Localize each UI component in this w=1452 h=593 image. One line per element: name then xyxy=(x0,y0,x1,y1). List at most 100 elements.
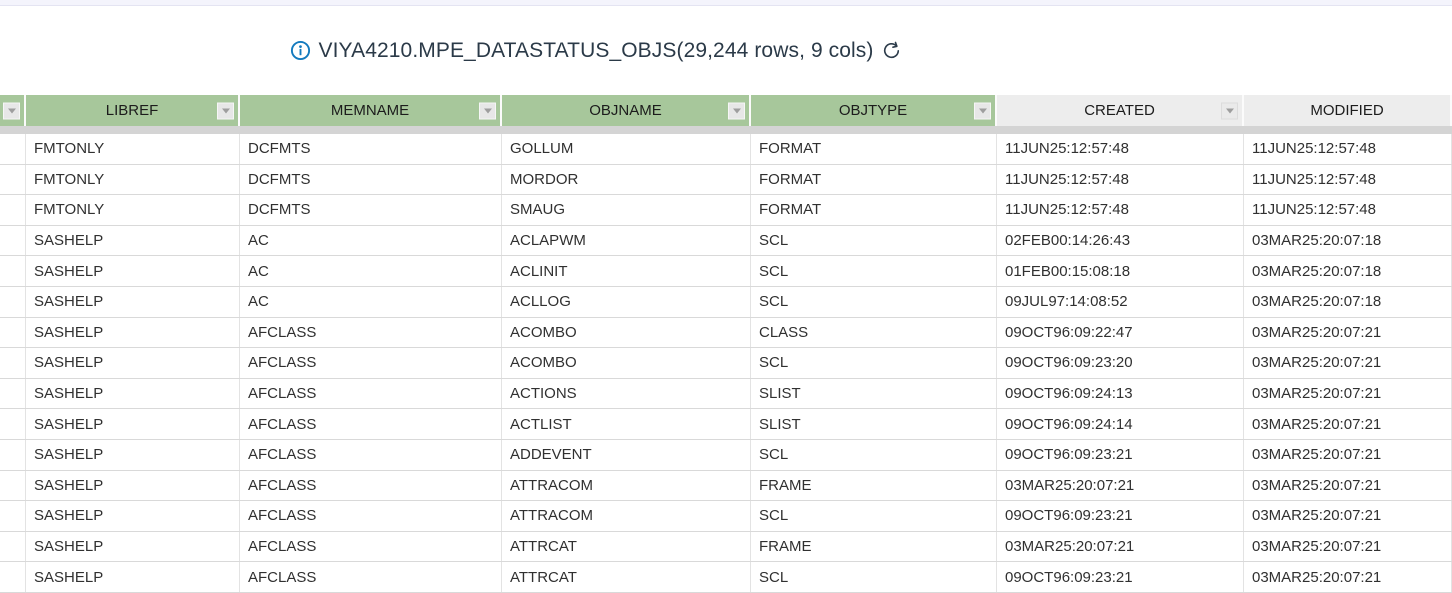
chevron-down-icon xyxy=(221,108,230,113)
column-header-LIBREF[interactable]: LIBREF xyxy=(26,95,240,126)
cell-OBJTYPE: FRAME xyxy=(751,470,997,501)
cell-MODIFIED: 03MAR25:20:07:21 xyxy=(1244,439,1452,470)
cell-OBJTYPE: SCL xyxy=(751,225,997,256)
refresh-icon[interactable] xyxy=(881,40,902,61)
cell-OBJTYPE: SCL xyxy=(751,256,997,286)
filter-button-OBJNAME[interactable] xyxy=(728,102,745,119)
cell-MEMNAME: AFCLASS xyxy=(240,501,502,531)
cell-LIBREF: SASHELP xyxy=(26,317,240,348)
cell-edge xyxy=(0,439,26,470)
cell-MODIFIED: 03MAR25:20:07:21 xyxy=(1244,317,1452,348)
cell-edge xyxy=(0,225,26,256)
cell-OBJNAME: ATTRACOM xyxy=(502,470,751,501)
cell-edge xyxy=(0,531,26,562)
cell-MODIFIED: 11JUN25:12:57:48 xyxy=(1244,134,1452,164)
cell-LIBREF: SASHELP xyxy=(26,409,240,439)
cell-edge xyxy=(0,562,26,592)
table-row[interactable]: SASHELP AFCLASS ACOMBO SCL 09OCT96:09:23:20 0… xyxy=(0,348,1452,379)
table-title-bar: VIYA4210.MPE_DATASTATUS_OBJS(29,244 rows… xyxy=(0,6,1452,95)
column-header-MEMNAME[interactable]: MEMNAME xyxy=(240,95,502,126)
column-label: CREATED xyxy=(1084,102,1155,119)
table-title-group: VIYA4210.MPE_DATASTATUS_OBJS(29,244 rows… xyxy=(289,39,902,63)
chevron-down-icon xyxy=(978,108,987,113)
cell-OBJTYPE: SCL xyxy=(751,439,997,470)
cell-OBJNAME: SMAUG xyxy=(502,195,751,225)
cell-MODIFIED: 03MAR25:20:07:18 xyxy=(1244,256,1452,286)
cell-OBJTYPE: SCL xyxy=(751,562,997,592)
cell-OBJNAME: ATTRACOM xyxy=(502,501,751,531)
cell-LIBREF: SASHELP xyxy=(26,286,240,317)
table-row[interactable]: SASHELP AFCLASS ACTIONS SLIST 09OCT96:09:24:… xyxy=(0,378,1452,410)
column-header-CREATED[interactable]: CREATED xyxy=(997,95,1244,126)
table-row[interactable]: SASHELP AFCLASS ATTRCAT SCL 09OCT96:09:23:21… xyxy=(0,562,1452,593)
table-row[interactable]: SASHELP AC ACLAPWM SCL 02FEB00:14:26:43 03MAR… xyxy=(0,225,1452,257)
cell-CREATED: 09OCT96:09:23:21 xyxy=(997,562,1244,592)
column-header-OBJNAME[interactable]: OBJNAME xyxy=(502,95,751,126)
cell-MODIFIED: 11JUN25:12:57:48 xyxy=(1244,195,1452,225)
filter-button-CREATED[interactable] xyxy=(1221,102,1238,119)
cell-LIBREF: SASHELP xyxy=(26,225,240,256)
table-row[interactable]: SASHELP AC ACLLOG SCL 09JUL97:14:08:52 03MAR2… xyxy=(0,286,1452,318)
table-row[interactable]: SASHELP AC ACLINIT SCL 01FEB00:15:08:18 03MAR… xyxy=(0,256,1452,287)
cell-MEMNAME: AC xyxy=(240,256,502,286)
cell-MODIFIED: 03MAR25:20:07:21 xyxy=(1244,378,1452,409)
table-body: FMTONLY DCFMTS GOLLUM FORMAT 11JUN25:12:57:4… xyxy=(0,134,1452,593)
cell-OBJTYPE: SLIST xyxy=(751,409,997,439)
table-row[interactable]: SASHELP AFCLASS ATTRCAT FRAME 03MAR25:20:07:… xyxy=(0,531,1452,563)
table-row[interactable]: FMTONLY DCFMTS MORDOR FORMAT 11JUN25:12:57:4… xyxy=(0,164,1452,196)
data-grid: LIBREF MEMNAME OBJNAME OBJTYPE CREATED MODIFI… xyxy=(0,95,1452,593)
table-row[interactable]: SASHELP AFCLASS ACOMBO CLASS 09OCT96:09:22:4… xyxy=(0,317,1452,349)
cell-MODIFIED: 03MAR25:20:07:21 xyxy=(1244,501,1452,531)
cell-edge xyxy=(0,409,26,439)
cell-OBJTYPE: SCL xyxy=(751,348,997,378)
filter-button-LIBREF[interactable] xyxy=(217,102,234,119)
cell-CREATED: 03MAR25:20:07:21 xyxy=(997,531,1244,562)
column-header-OBJTYPE[interactable]: OBJTYPE xyxy=(751,95,997,126)
cell-CREATED: 09OCT96:09:23:21 xyxy=(997,439,1244,470)
cell-LIBREF: SASHELP xyxy=(26,256,240,286)
cell-MEMNAME: AFCLASS xyxy=(240,531,502,562)
filter-button-OBJTYPE[interactable] xyxy=(974,102,991,119)
filter-button-edge[interactable] xyxy=(3,102,20,119)
table-row[interactable]: SASHELP AFCLASS ATTRACOM SCL 09OCT96:09:23:2… xyxy=(0,501,1452,532)
cell-CREATED: 03MAR25:20:07:21 xyxy=(997,470,1244,501)
column-header-edge[interactable] xyxy=(0,95,26,126)
cell-OBJNAME: ACOMBO xyxy=(502,317,751,348)
column-label: LIBREF xyxy=(105,102,159,119)
column-label: MEMNAME xyxy=(330,102,410,119)
top-border-strip xyxy=(0,0,1452,6)
cell-MEMNAME: AFCLASS xyxy=(240,378,502,409)
table-row[interactable]: SASHELP AFCLASS ATTRACOM FRAME 03MAR25:20:07… xyxy=(0,470,1452,502)
cell-MODIFIED: 03MAR25:20:07:21 xyxy=(1244,562,1452,592)
filter-button-MEMNAME[interactable] xyxy=(479,102,496,119)
cell-CREATED: 09OCT96:09:23:21 xyxy=(997,501,1244,531)
table-row[interactable]: FMTONLY DCFMTS SMAUG FORMAT 11JUN25:12:57:48… xyxy=(0,195,1452,226)
cell-LIBREF: SASHELP xyxy=(26,562,240,592)
column-label: OBJNAME xyxy=(589,102,662,119)
cell-MEMNAME: AFCLASS xyxy=(240,470,502,501)
cell-MODIFIED: 03MAR25:20:07:21 xyxy=(1244,531,1452,562)
info-icon[interactable] xyxy=(289,39,312,62)
cell-edge xyxy=(0,134,26,164)
cell-OBJTYPE: FORMAT xyxy=(751,164,997,195)
cell-LIBREF: SASHELP xyxy=(26,439,240,470)
cell-edge xyxy=(0,348,26,378)
cell-CREATED: 11JUN25:12:57:48 xyxy=(997,134,1244,164)
table-row[interactable]: SASHELP AFCLASS ADDEVENT SCL 09OCT96:09:23:2… xyxy=(0,439,1452,471)
cell-MEMNAME: AFCLASS xyxy=(240,348,502,378)
cell-OBJNAME: ACLINIT xyxy=(502,256,751,286)
cell-CREATED: 09OCT96:09:23:20 xyxy=(997,348,1244,378)
cell-OBJTYPE: SLIST xyxy=(751,378,997,409)
cell-OBJNAME: GOLLUM xyxy=(502,134,751,164)
column-header-MODIFIED[interactable]: MODIFIED xyxy=(1244,95,1452,126)
cell-LIBREF: FMTONLY xyxy=(26,134,240,164)
chevron-down-icon xyxy=(1225,108,1234,113)
cell-edge xyxy=(0,195,26,225)
cell-MODIFIED: 03MAR25:20:07:21 xyxy=(1244,409,1452,439)
cell-MODIFIED: 03MAR25:20:07:21 xyxy=(1244,348,1452,378)
table-row[interactable]: FMTONLY DCFMTS GOLLUM FORMAT 11JUN25:12:57:4… xyxy=(0,134,1452,165)
cell-CREATED: 09OCT96:09:24:14 xyxy=(997,409,1244,439)
horizontal-scrollbar[interactable] xyxy=(0,126,1452,134)
table-row[interactable]: SASHELP AFCLASS ACTLIST SLIST 09OCT96:09:24:… xyxy=(0,409,1452,440)
cell-CREATED: 11JUN25:12:57:48 xyxy=(997,164,1244,195)
